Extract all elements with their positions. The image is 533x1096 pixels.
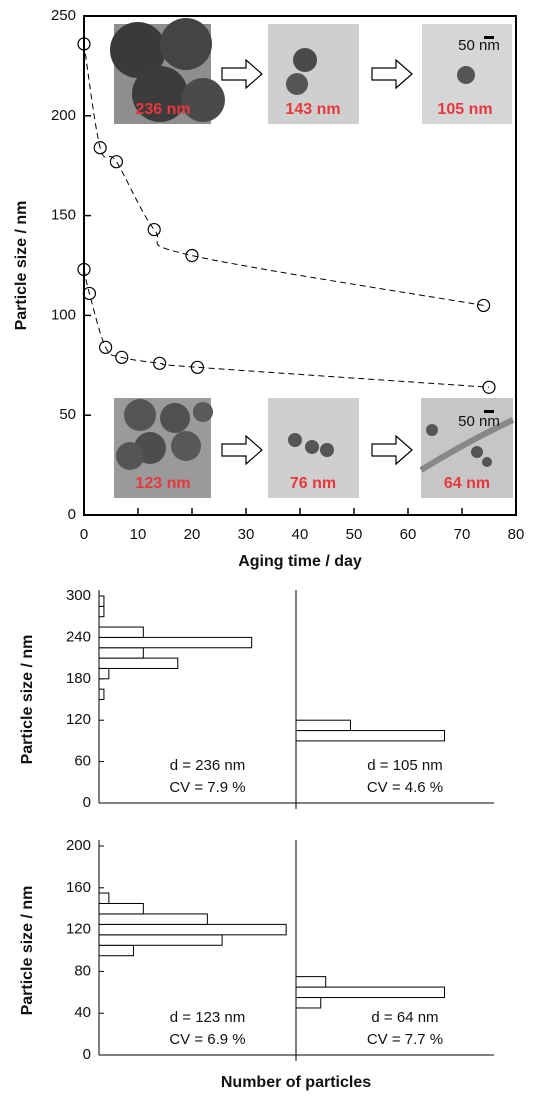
image-label: 105 nm <box>437 101 492 118</box>
data-point <box>147 222 161 237</box>
data-point <box>109 155 124 169</box>
data-point <box>477 298 491 313</box>
x-tick-label: 10 <box>130 526 147 543</box>
image-label: 123 nm <box>135 475 190 492</box>
bar <box>98 688 105 701</box>
bar <box>98 605 105 618</box>
x-axis-title: Aging time / day <box>238 553 362 570</box>
bar <box>98 626 144 638</box>
y-tick-label: 100 <box>51 306 76 323</box>
y-axis-title: Particle size / nm <box>13 201 30 331</box>
y-tick-label: 160 <box>66 879 91 896</box>
x-tick-label: 70 <box>454 526 471 543</box>
y-tick-label: 0 <box>68 506 76 523</box>
x-tick-label: 40 <box>292 526 309 543</box>
bar <box>98 667 110 680</box>
y-tick-label: 240 <box>66 628 91 645</box>
y-tick-label: 120 <box>66 921 91 938</box>
data-point <box>190 360 204 374</box>
bar <box>98 902 144 915</box>
image-label: 50 nm <box>458 37 500 54</box>
y-tick-label: 180 <box>66 670 91 687</box>
data-point <box>77 37 91 51</box>
y-tick-label: 120 <box>66 711 91 728</box>
x-axis-title: Number of particles <box>221 1074 371 1091</box>
bar <box>98 944 134 957</box>
bar <box>295 997 322 1009</box>
data-point <box>115 350 129 364</box>
bar <box>295 730 445 742</box>
stat-label: CV = 7.9 % <box>169 779 245 796</box>
image-label: 64 nm <box>444 475 490 492</box>
y-tick-label: 60 <box>74 753 91 770</box>
y-axis-title: Particle size / nm <box>19 635 36 765</box>
stat-label: d = 123 nm <box>170 1009 245 1026</box>
stat-label: d = 64 nm <box>371 1009 438 1026</box>
bar <box>98 892 110 904</box>
image-label: 236 nm <box>135 101 190 118</box>
image-label: 50 nm <box>458 413 500 430</box>
y-tick-label: 200 <box>66 837 91 854</box>
y-tick-label: 80 <box>74 962 91 979</box>
x-tick-label: 50 <box>346 526 363 543</box>
y-tick-label: 40 <box>74 1004 91 1021</box>
y-tick-label: 150 <box>51 207 76 224</box>
data-point <box>82 286 97 301</box>
x-tick-label: 60 <box>400 526 417 543</box>
tem-images <box>110 18 515 498</box>
bar <box>295 719 351 732</box>
bar <box>98 647 144 659</box>
stat-label: d = 236 nm <box>170 757 245 774</box>
bar <box>98 595 105 607</box>
bar <box>98 934 223 946</box>
image-label: 143 nm <box>285 101 340 118</box>
y-tick-label: 0 <box>83 794 91 811</box>
bar <box>295 986 445 999</box>
bar <box>98 923 287 936</box>
data-point <box>98 340 113 354</box>
data-point <box>153 356 167 370</box>
image-label: 76 nm <box>290 475 336 492</box>
x-tick-label: 20 <box>184 526 201 543</box>
stat-label: CV = 7.7 % <box>367 1031 443 1048</box>
data-point <box>185 248 199 263</box>
bar <box>295 976 327 988</box>
y-tick-label: 0 <box>83 1046 91 1063</box>
stat-label: d = 105 nm <box>367 757 442 774</box>
y-tick-label: 50 <box>59 406 76 423</box>
y-tick-label: 200 <box>51 107 76 124</box>
y-axis-title: Particle size / nm <box>19 886 36 1016</box>
y-tick-label: 250 <box>51 7 76 24</box>
y-tick-label: 300 <box>66 587 91 604</box>
bar <box>98 636 253 649</box>
data-point <box>77 262 91 277</box>
stat-label: CV = 6.9 % <box>169 1031 245 1048</box>
x-tick-label: 30 <box>238 526 255 543</box>
bar <box>98 913 208 925</box>
bar <box>98 657 179 669</box>
stat-label: CV = 4.6 % <box>367 779 443 796</box>
x-tick-label: 80 <box>508 526 525 543</box>
data-point <box>93 141 107 155</box>
x-tick-label: 0 <box>80 526 88 543</box>
fit-curve <box>83 269 490 388</box>
data-point <box>482 380 496 394</box>
